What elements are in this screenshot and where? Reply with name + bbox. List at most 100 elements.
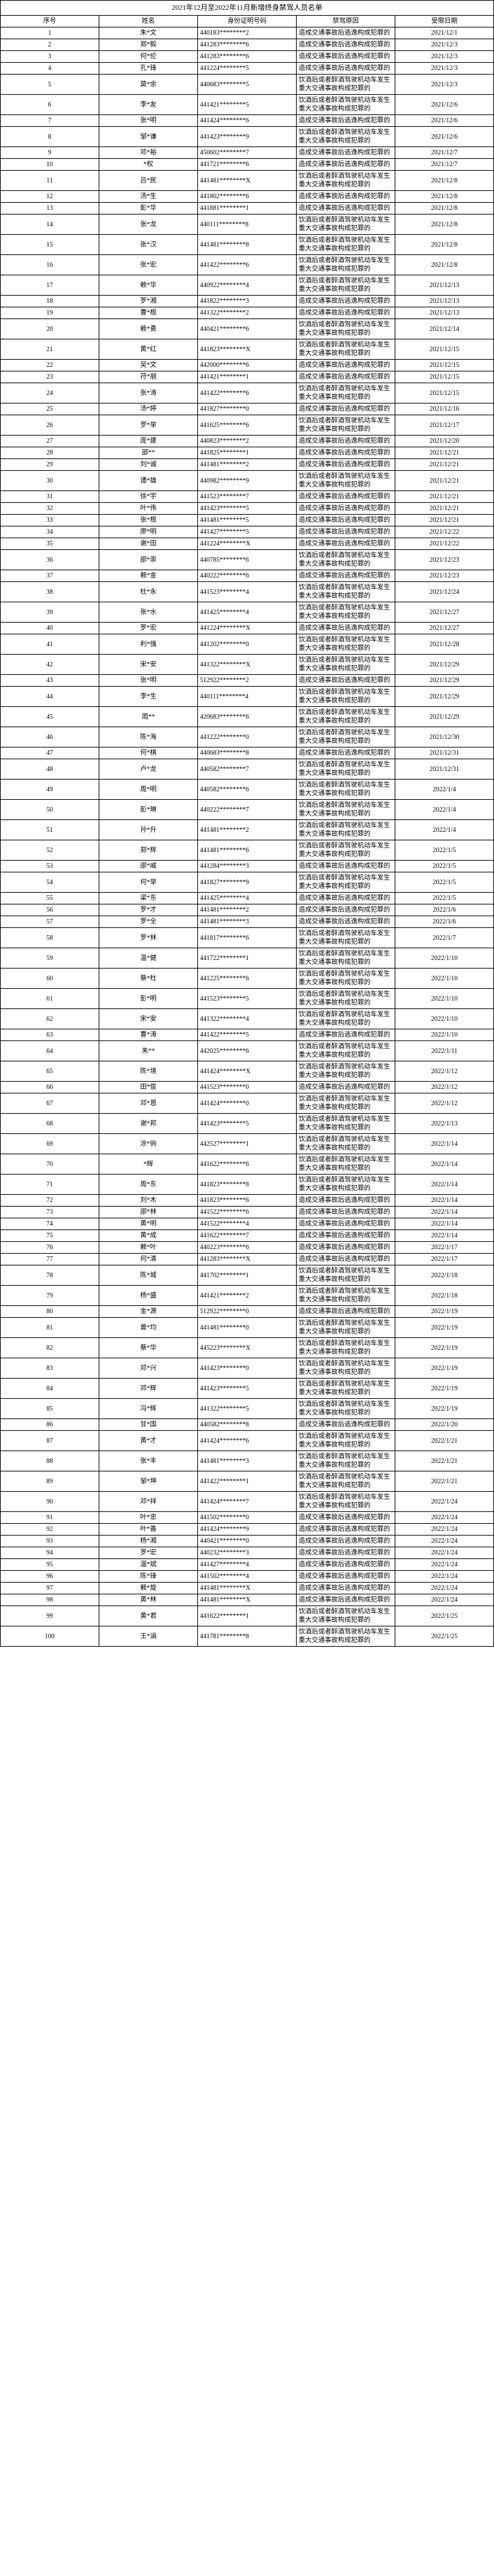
table-row: 6李*友441421********5饮酒后或者醉酒驾驶机动车发生重大交通事故构… — [1, 95, 494, 115]
cell-reason: 造成交通事故后逃逸构成犯罪的 — [297, 1512, 395, 1524]
cell-name: 冯*辉 — [99, 1399, 198, 1419]
cell-id: 441823********8 — [198, 1175, 297, 1195]
cell-date: 2022/1/24 — [395, 1559, 494, 1571]
column-header: 身份证明号码 — [198, 16, 297, 27]
cell-reason: 造成交通事故后逃逸构成犯罪的 — [297, 459, 395, 471]
cell-date: 2021/12/23 — [395, 570, 494, 582]
cell-id: 441424********6 — [198, 1431, 297, 1451]
cell-date: 2022/1/4 — [395, 820, 494, 840]
cell-reason: 造成交通事故后逃逸构成犯罪的 — [297, 503, 395, 515]
cell-seq: 99 — [1, 1606, 99, 1626]
cell-id: 440683********8 — [198, 747, 297, 759]
table-row: 92叶*善441424********9造成交通事故后逃逸构成犯罪的2022/1… — [1, 1524, 494, 1536]
cell-date: 2022/1/14 — [395, 1207, 494, 1218]
cell-name: 黄*明 — [99, 1218, 198, 1230]
cell-date: 2021/12/8 — [395, 171, 494, 191]
cell-date: 2022/1/24 — [395, 1547, 494, 1559]
cell-id: 441424********9 — [198, 1524, 297, 1536]
cell-date: 2022/1/24 — [395, 1512, 494, 1524]
cell-id: 441322********4 — [198, 1009, 297, 1029]
cell-seq: 68 — [1, 1114, 99, 1134]
table-row: 10*权441721********6造成交通事故后逃逸构成犯罪的2021/12… — [1, 159, 494, 171]
cell-id: 450602********7 — [198, 147, 297, 159]
cell-date: 2021/12/3 — [395, 39, 494, 51]
cell-seq: 9 — [1, 147, 99, 159]
cell-id: 441322********X — [198, 655, 297, 675]
cell-date: 2021/12/21 — [395, 515, 494, 526]
table-row: 81曾*均441481********0饮酒后或者醉酒驾驶机动车发生重大交通事故… — [1, 1318, 494, 1338]
cell-seq: 80 — [1, 1306, 99, 1318]
cell-reason: 饮酒后或者醉酒驾驶机动车发生重大交通事故构成犯罪的 — [297, 1093, 395, 1114]
cell-name: 黄*红 — [99, 339, 198, 360]
cell-date: 2022/1/13 — [395, 1114, 494, 1134]
table-row: 22吴*文442000********6造成交通事故后逃逸构成犯罪的2021/1… — [1, 360, 494, 371]
cell-seq: 30 — [1, 471, 99, 491]
cell-seq: 11 — [1, 171, 99, 191]
column-header: 禁驾原因 — [297, 16, 395, 27]
column-header: 受限日期 — [395, 16, 494, 27]
cell-id: 441823********X — [198, 339, 297, 360]
cell-seq: 94 — [1, 1547, 99, 1559]
table-row: 78陈*城441702********1饮酒后或者醉酒驾驶机动车发生重大交通事故… — [1, 1265, 494, 1286]
cell-seq: 72 — [1, 1195, 99, 1207]
cell-id: 441523********0 — [198, 1082, 297, 1093]
cell-name: 张*明 — [99, 115, 198, 127]
table-row: 3何*伦441283********6造成交通事故后逃逸构成犯罪的2021/12… — [1, 51, 494, 63]
cell-id: 441283********6 — [198, 39, 297, 51]
table-row: 88张*丰441481********3饮酒后或者醉酒驾驶机动车发生重大交通事故… — [1, 1451, 494, 1471]
cell-id: 440683********5 — [198, 75, 297, 95]
cell-seq: 63 — [1, 1029, 99, 1041]
cell-id: 441481********X — [198, 1594, 297, 1606]
cell-id: 441225********6 — [198, 969, 297, 989]
cell-date: 2022/1/12 — [395, 1093, 494, 1114]
table-row: 72刘*木441823********6造成交通事故后逃逸构成犯罪的2022/1… — [1, 1195, 494, 1207]
cell-id: 442000********6 — [198, 360, 297, 371]
cell-id: 441721********6 — [198, 159, 297, 171]
table-row: 68谢*邦441423********5饮酒后或者醉酒驾驶机动车发生重大交通事故… — [1, 1114, 494, 1134]
cell-name: 邓*兴 — [99, 1358, 198, 1379]
table-row: 11吕*民441481********X饮酒后或者醉酒驾驶机动车发生重大交通事故… — [1, 171, 494, 191]
cell-date: 2021/12/29 — [395, 655, 494, 675]
cell-id: 441622********1 — [198, 1606, 297, 1626]
cell-id: 441202********0 — [198, 634, 297, 655]
table-row: 65陈*境441424********X饮酒后或者醉酒驾驶机动车发生重大交通事故… — [1, 1061, 494, 1082]
cell-date: 2022/1/10 — [395, 1009, 494, 1029]
cell-reason: 饮酒后或者醉酒驾驶机动车发生重大交通事故构成犯罪的 — [297, 275, 395, 296]
cell-name: 张*涛 — [99, 383, 198, 404]
table-row: 17赖*华440922********4饮酒后或者醉酒驾驶机动车发生重大交通事故… — [1, 275, 494, 296]
cell-id: 440982********9 — [198, 471, 297, 491]
cell-seq: 39 — [1, 602, 99, 623]
cell-seq: 100 — [1, 1626, 99, 1647]
cell-seq: 60 — [1, 969, 99, 989]
cell-id: 441481********3 — [198, 916, 297, 928]
cell-name: 曾*均 — [99, 1318, 198, 1338]
cell-name: 朱** — [99, 1041, 198, 1061]
cell-name: *辉 — [99, 1154, 198, 1175]
cell-reason: 造成交通事故后逃逸构成犯罪的 — [297, 1082, 395, 1093]
cell-seq: 1 — [1, 27, 99, 39]
cell-reason: 饮酒后或者醉酒驾驶机动车发生重大交通事故构成犯罪的 — [297, 127, 395, 147]
table-row: 47何*棋440683********8造成交通事故后逃逸构成犯罪的2021/1… — [1, 747, 494, 759]
cell-seq: 3 — [1, 51, 99, 63]
cell-seq: 69 — [1, 1134, 99, 1154]
cell-seq: 29 — [1, 459, 99, 471]
cell-name: 张*水 — [99, 602, 198, 623]
table-row: 31徐*宇441523********7造成交通事故后逃逸构成犯罪的2021/1… — [1, 491, 494, 503]
cell-reason: 饮酒后或者醉酒驾驶机动车发生重大交通事故构成犯罪的 — [297, 1471, 395, 1492]
cell-id: 441481********0 — [198, 1318, 297, 1338]
cell-date: 2022/1/12 — [395, 1061, 494, 1082]
cell-date: 2021/12/6 — [395, 95, 494, 115]
cell-name: 梁*东 — [99, 893, 198, 904]
cell-id: 441625********6 — [198, 415, 297, 436]
cell-seq: 79 — [1, 1286, 99, 1306]
cell-date: 2021/12/14 — [395, 319, 494, 339]
cell-name: 郑*毅 — [99, 39, 198, 51]
table-row: 62宋*安441322********4饮酒后或者醉酒驾驶机动车发生重大交通事故… — [1, 1009, 494, 1029]
cell-reason: 造成交通事故后逃逸构成犯罪的 — [297, 1547, 395, 1559]
cell-date: 2022/1/10 — [395, 989, 494, 1009]
cell-reason: 饮酒后或者醉酒驾驶机动车发生重大交通事故构成犯罪的 — [297, 339, 395, 360]
cell-date: 2021/12/7 — [395, 147, 494, 159]
cell-date: 2022/1/14 — [395, 1218, 494, 1230]
cell-id: 440922********4 — [198, 275, 297, 296]
cell-date: 2021/12/3 — [395, 75, 494, 95]
